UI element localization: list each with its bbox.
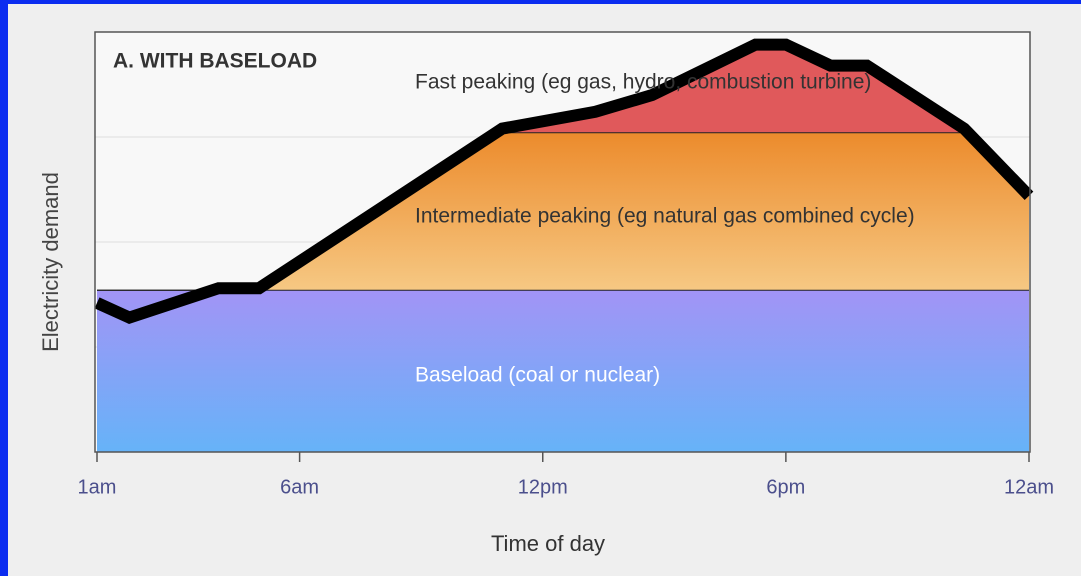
- x-tick-label: 6pm: [766, 476, 805, 498]
- area: [97, 132, 1029, 291]
- area: [97, 44, 1029, 291]
- area: [97, 290, 1029, 452]
- series-label: Intermediate peaking (eg natural gas com…: [415, 205, 915, 228]
- x-tick-label: 1am: [78, 476, 117, 498]
- x-axis-label: Time of day: [491, 531, 605, 556]
- x-tick-label: 12am: [1004, 476, 1054, 498]
- x-tick-label: 6am: [280, 476, 319, 498]
- series-label: Baseload (coal or nuclear): [415, 364, 660, 387]
- plot-border: [94, 31, 1031, 453]
- demand-line: [94, 38, 1034, 325]
- y-axis-label: Electricity demand: [38, 172, 63, 352]
- series-label: Fast peaking (eg gas, hydro, combustion …: [415, 71, 871, 94]
- chart-title: A. WITH BASELOAD: [113, 50, 317, 73]
- x-tick-label: 12pm: [518, 476, 568, 498]
